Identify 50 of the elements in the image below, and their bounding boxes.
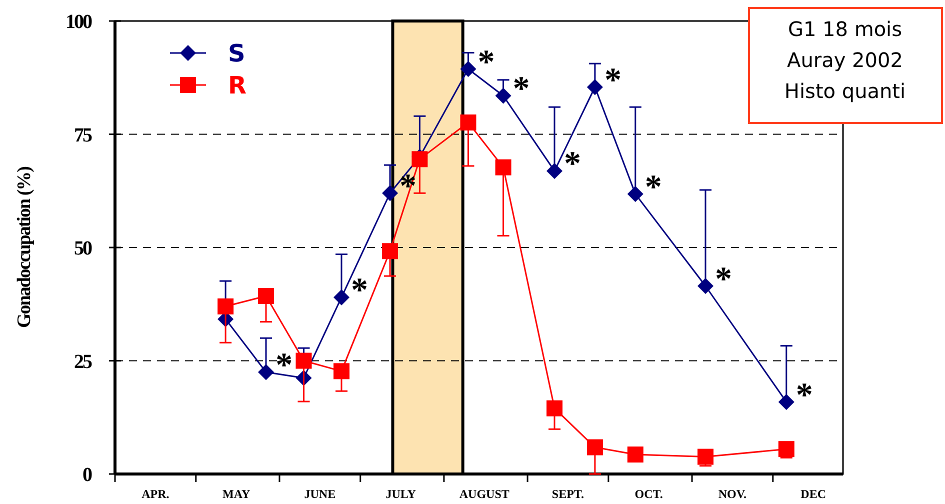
legend-label: S [228,39,246,68]
y-tick-label: 75 [74,124,92,146]
point [495,159,512,176]
point [258,288,274,304]
point [586,439,603,456]
annotation: * [512,70,530,108]
legend-label: R [228,71,246,100]
y-tick-label: 25 [74,350,92,373]
annotation: * [275,346,292,384]
point [333,363,350,380]
annotation: * [796,376,813,414]
x-tick-label: DEC [800,487,826,501]
annotation: * [564,146,581,183]
annotation: G1 18 mois Auray 2002 Histo quanti [784,17,906,103]
x-tick-label: NOV. [718,487,747,501]
point [412,151,428,168]
annotation: * [644,168,662,206]
point [778,441,794,458]
point [586,79,603,96]
point [382,243,398,260]
x-tick-label: APR. [142,487,170,501]
annotation: * [478,44,495,81]
point [697,278,714,294]
point [460,114,476,130]
point [546,400,562,416]
point [697,448,714,465]
annotation: * [350,272,368,310]
point [627,186,644,202]
point [460,61,476,78]
y-axis-title: Gonadoccupation (%) [14,166,35,328]
point [627,446,644,463]
x-tick-label: SEPT. [552,487,584,501]
x-tick-label: AUGUST [459,487,510,501]
x-tick-label: OCT. [634,487,663,501]
x-tick-label: JULY [386,487,416,501]
annotation: * [604,62,622,99]
y-tick-label: 100 [66,11,92,33]
point [382,185,398,202]
y-tick-label: 50 [74,238,92,260]
point [333,289,350,306]
x-tick-label: JUNE [304,487,336,501]
point [218,298,234,314]
point [778,394,794,410]
x-tick-label: MAY [222,487,250,501]
point [296,352,312,369]
y-tick-label: 0 [82,464,92,486]
point [546,162,562,179]
annotation: * [714,260,732,298]
point [495,88,512,104]
point [258,364,274,380]
